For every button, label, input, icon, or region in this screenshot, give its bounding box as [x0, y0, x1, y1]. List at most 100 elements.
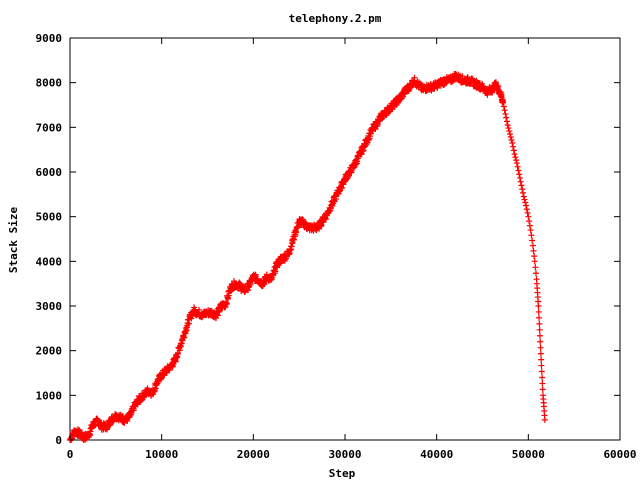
data-point	[504, 122, 511, 129]
data-point-fill	[222, 303, 229, 310]
data-point-fill	[75, 426, 82, 433]
data-point-fill	[492, 79, 499, 86]
data-point-fill	[288, 243, 295, 250]
data-point-fill	[500, 103, 507, 110]
data-point	[527, 227, 534, 234]
data-point	[511, 151, 518, 158]
data-point-fill	[176, 347, 183, 354]
data-point-fill	[360, 148, 367, 155]
data-point-fill	[341, 178, 348, 185]
data-point-fill	[539, 386, 546, 393]
y-tick-label: 9000	[36, 32, 63, 45]
data-point-fill	[464, 74, 471, 81]
y-axis-label: Stack Size	[7, 207, 20, 274]
data-point-fill	[503, 118, 510, 125]
y-tick-label: 7000	[36, 121, 63, 134]
y-tick-label: 0	[55, 434, 62, 447]
data-point-fill	[516, 174, 523, 181]
x-tick-label: 20000	[237, 448, 270, 461]
data-point-fill	[514, 163, 521, 170]
data-point	[516, 171, 523, 178]
data-point	[523, 202, 530, 209]
x-tick-label: 0	[67, 448, 74, 461]
x-tick-label: 10000	[145, 448, 178, 461]
data-point-fill	[537, 350, 544, 357]
data-point-fill	[506, 128, 513, 135]
data-point-fill	[510, 147, 517, 154]
data-point-fill	[535, 308, 542, 315]
y-tick-label: 5000	[36, 211, 63, 224]
data-point-fill	[541, 412, 548, 419]
data-point	[507, 131, 513, 138]
data-point-fill	[524, 209, 531, 216]
chart-title: telephony.2.pm	[289, 12, 382, 25]
data-point-fill	[536, 332, 543, 339]
x-tick-label: 50000	[512, 448, 545, 461]
data-point	[538, 356, 545, 363]
data-point-fill	[538, 368, 545, 375]
data-point-fill	[505, 125, 512, 132]
data-point-fill	[538, 362, 545, 369]
y-tick-label: 6000	[36, 166, 63, 179]
plot-frame	[69, 37, 621, 441]
data-point-fill	[519, 186, 526, 193]
data-point-fill	[536, 326, 543, 333]
data-point-fill	[195, 306, 202, 313]
data-point-fill	[400, 91, 407, 98]
data-point-fill	[214, 312, 221, 319]
y-tick-label: 4000	[36, 255, 63, 268]
data-point-fill	[530, 247, 537, 254]
data-point-fill	[286, 249, 293, 256]
data-point-fill	[515, 167, 522, 174]
data-point	[537, 338, 544, 345]
data-point-fill	[512, 154, 519, 161]
data-point-fill	[172, 358, 179, 365]
data-point-fill	[223, 300, 230, 307]
data-point-fill	[522, 199, 529, 206]
data-point-fill	[536, 314, 543, 321]
data-point-fill	[519, 189, 526, 196]
data-point-fill	[526, 222, 533, 229]
x-tick-label: 30000	[328, 448, 361, 461]
data-point-fill	[521, 196, 528, 203]
data-point-fill	[499, 98, 506, 105]
data-point-fill	[523, 206, 530, 213]
data-point-fill	[411, 74, 418, 81]
x-tick-label: 60000	[603, 448, 636, 461]
data-point-fill	[529, 237, 536, 244]
y-tick-label: 2000	[36, 345, 63, 358]
x-tick-label: 40000	[420, 448, 453, 461]
data-point-fill	[501, 107, 508, 114]
data-point	[520, 193, 527, 200]
data-point	[518, 182, 525, 189]
data-point	[509, 139, 516, 146]
data-point-fill	[130, 407, 137, 414]
y-tick-label: 3000	[36, 300, 63, 313]
data-point	[525, 213, 532, 220]
data-point-fill	[513, 157, 520, 164]
x-axis-label: Step	[329, 467, 356, 480]
data-point	[539, 374, 546, 381]
data-point-fill	[508, 136, 515, 143]
data-point-fill	[535, 298, 542, 305]
data-point-fill	[517, 178, 524, 185]
data-point-fill	[484, 91, 491, 98]
data-point-fill	[540, 399, 547, 406]
data-point-fill	[138, 397, 145, 404]
data-point-fill	[350, 164, 357, 171]
data-point-fill	[333, 196, 340, 203]
data-point-fill	[532, 270, 539, 277]
y-tick-label: 8000	[36, 77, 63, 90]
data-point-fill	[364, 139, 371, 146]
data-point-fill	[526, 218, 533, 225]
data-point	[502, 110, 509, 117]
data-point-fill	[124, 418, 131, 425]
data-point-fill	[290, 236, 297, 243]
data-point-fill	[252, 271, 259, 278]
data-point-fill	[528, 232, 535, 239]
data-point-fill	[510, 143, 517, 150]
data-point-fill	[531, 253, 538, 260]
data-point-fill	[236, 279, 243, 286]
y-tick-label: 1000	[36, 389, 63, 402]
